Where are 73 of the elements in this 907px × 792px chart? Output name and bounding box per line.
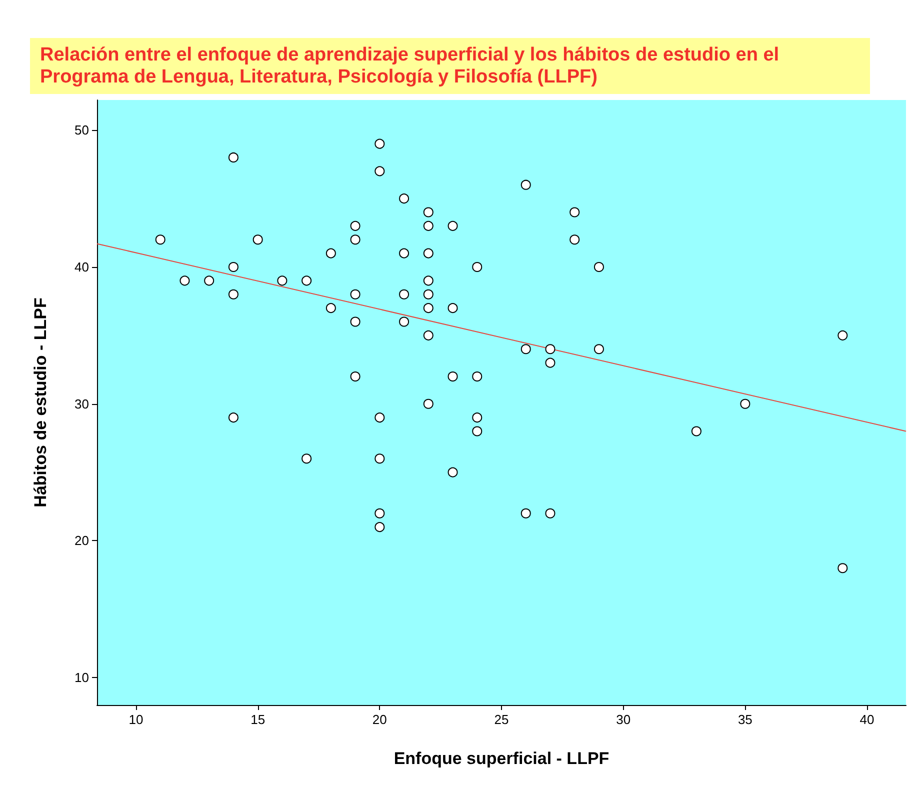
point [594,262,604,272]
point [570,234,580,245]
y-tick-label: 10 [74,670,89,686]
point [448,303,458,314]
y-tick-label: 40 [74,259,89,274]
point [302,454,312,464]
x-axis-title: Enfoque superficial - LLPF [394,749,610,768]
point [448,467,458,478]
point [326,303,336,314]
x-tick-label: 35 [738,712,752,727]
x-tick-label: 10 [128,712,144,727]
chart-title: Relación entre el enfoque de aprendizaje superficial y los hábitos de estudio en el Programa de Lengua, Literatura, Psicología y Filosofía (LLPF) [40,44,784,88]
point [350,371,360,382]
point [472,426,482,436]
point [228,152,238,162]
point [520,180,531,190]
point [350,316,360,327]
point [399,194,410,204]
point [448,220,458,231]
point [520,508,531,518]
point [423,303,434,314]
point [277,276,288,286]
point [155,234,166,245]
point [423,330,434,340]
point [252,234,263,245]
x-tick-label: 30 [616,712,631,727]
point [326,248,336,258]
point [448,371,458,382]
point [472,371,482,382]
point [472,412,482,423]
point [423,248,434,258]
point [302,276,312,286]
point [545,508,556,518]
point [691,426,702,436]
point [423,276,434,286]
y-tick-label: 20 [74,533,89,548]
point [228,289,238,300]
x-tick-label: 20 [372,712,387,727]
point [180,276,190,286]
point [594,344,604,354]
point [472,262,482,272]
point [423,398,434,409]
point [374,454,385,464]
point [374,138,385,149]
point [399,289,410,300]
point [545,344,556,354]
point [423,220,434,231]
point [520,344,531,354]
point [228,412,238,423]
y-axis-title: Hábitos de estudio - LLPF [31,298,50,508]
point [204,276,214,286]
point [374,508,385,518]
point [350,234,360,245]
point [423,207,434,218]
x-tick-label: 25 [494,712,509,727]
point [374,522,385,532]
point [838,330,848,340]
x-tick-label: 15 [250,712,266,727]
y-tick-label: 50 [74,122,89,138]
point [374,166,385,176]
point [228,262,238,272]
point [740,398,750,409]
point [838,563,848,574]
point [399,316,410,327]
y-tick-label: 30 [74,396,89,412]
point [570,207,580,218]
point [350,220,360,231]
point [399,248,410,258]
x-tick-label: 40 [860,712,874,727]
point [374,412,385,423]
point [350,289,360,300]
point [545,358,556,368]
point [423,289,434,300]
